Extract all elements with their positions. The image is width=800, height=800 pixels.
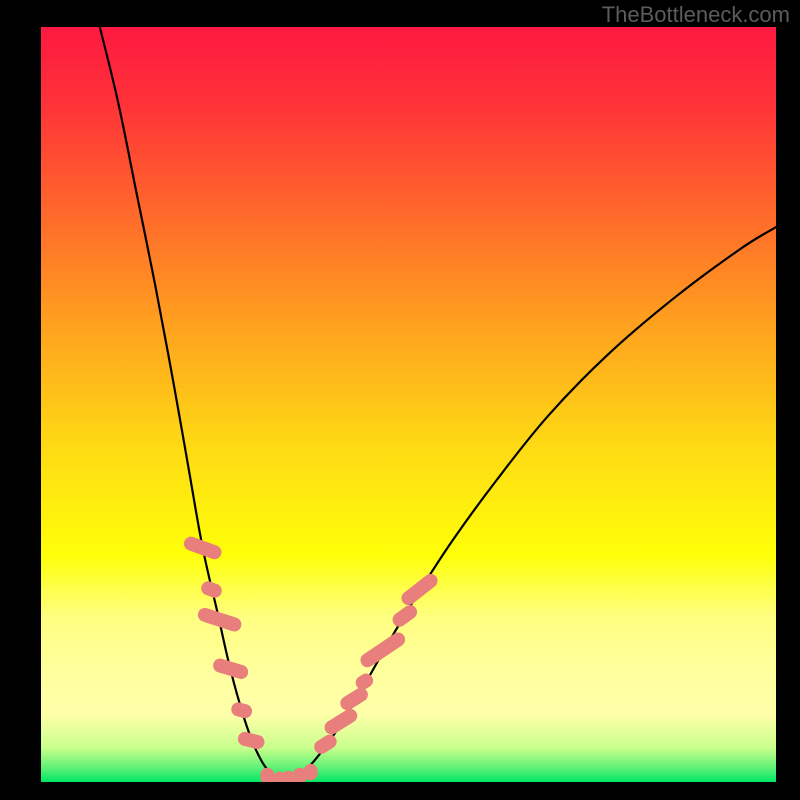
chart-svg (41, 27, 776, 782)
watermark-text: TheBottleneck.com (602, 2, 790, 28)
gradient-background (41, 27, 776, 782)
bottom-marker (260, 768, 274, 782)
stage: TheBottleneck.com (0, 0, 800, 800)
bottom-marker (304, 764, 318, 781)
chart-plot-area (41, 27, 776, 782)
